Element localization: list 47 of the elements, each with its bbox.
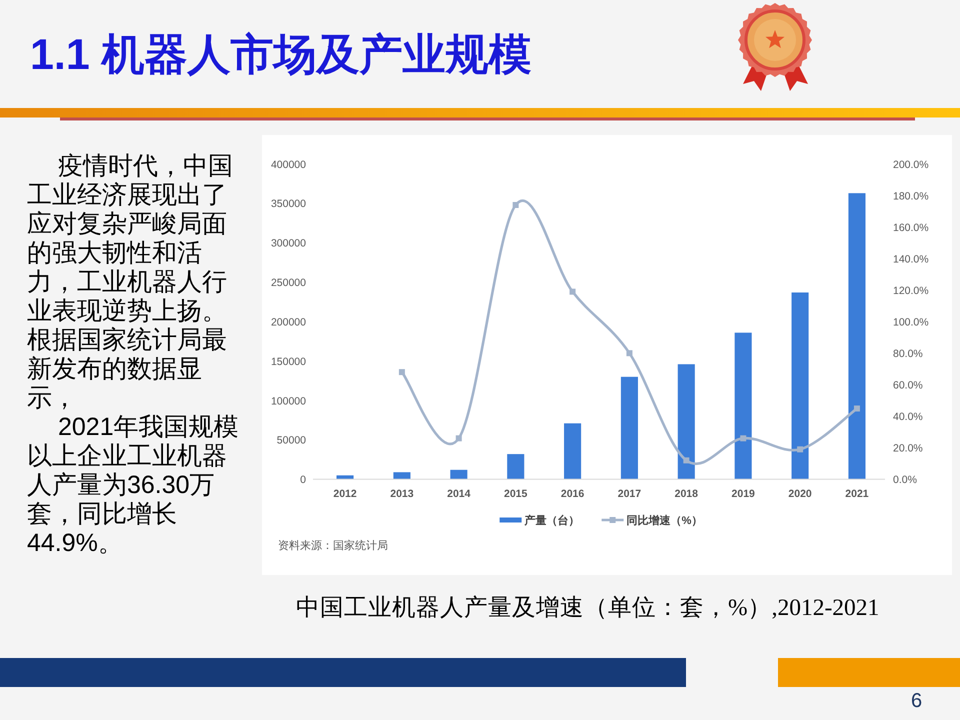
- point: [512, 202, 519, 208]
- title: 1.1 机器人市场及产业规模: [30, 30, 532, 80]
- xtick: 2013: [390, 488, 414, 500]
- xtick: 2021: [845, 488, 869, 500]
- annotation: 资料来源：国家统计局: [278, 540, 388, 552]
- xtick: 2012: [333, 488, 357, 500]
- annotation: 6: [911, 690, 922, 713]
- ytick: 0: [300, 474, 306, 486]
- y2tick: 140.0%: [893, 253, 929, 266]
- point: [683, 457, 690, 464]
- point: [740, 435, 746, 442]
- y2tick: 160.0%: [893, 222, 929, 234]
- legend-label: 同比增速（%）: [626, 515, 702, 527]
- xtick: 2017: [618, 488, 642, 500]
- point: [570, 288, 576, 295]
- y2tick: 120.0%: [893, 284, 929, 297]
- ytick: 200000: [270, 316, 306, 328]
- point: [626, 350, 632, 356]
- y2tick: 0.0%: [893, 474, 917, 486]
- y2tick: 80.0%: [893, 348, 923, 360]
- ytick: 300000: [270, 238, 306, 250]
- xtick: 2016: [560, 488, 584, 500]
- point: [456, 435, 462, 442]
- xtick: 2014: [447, 488, 470, 500]
- annotation: 疫情时代，中国工业经济展现出了应对复杂严峻局面的强大韧性和活力，工业机器人行业表现逆势上扬。根据国家统计局最新发布的数据显示，: [27, 152, 234, 413]
- annotation: 2021年我国规模以上企业工业机器人产量为36.30万套，同比增长44.9%。: [27, 413, 240, 558]
- xtick: 2015: [504, 488, 528, 500]
- xtick: 2020: [788, 488, 812, 500]
- y2tick: 60.0%: [893, 380, 923, 392]
- ytick: 50000: [276, 434, 306, 447]
- y2tick: 200.0%: [893, 158, 929, 171]
- point: [797, 446, 804, 452]
- ytick: 250000: [270, 277, 306, 290]
- point: [854, 406, 860, 412]
- y2tick: 20.0%: [893, 442, 923, 455]
- annotation: 中国工业机器人产量及增速（单位：套，%）,2012-2021: [296, 594, 880, 623]
- point: [398, 369, 405, 376]
- y2tick: 100.0%: [893, 316, 929, 328]
- ytick: 350000: [270, 198, 306, 210]
- legend-label: 产量（台）: [524, 515, 580, 527]
- y2tick: 40.0%: [893, 411, 923, 424]
- xtick: 2018: [674, 488, 698, 500]
- ytick: 100000: [270, 395, 306, 408]
- ytick: 400000: [270, 158, 306, 171]
- ytick: 150000: [270, 356, 306, 368]
- y2tick: 180.0%: [893, 190, 929, 202]
- xtick: 2019: [732, 488, 755, 500]
